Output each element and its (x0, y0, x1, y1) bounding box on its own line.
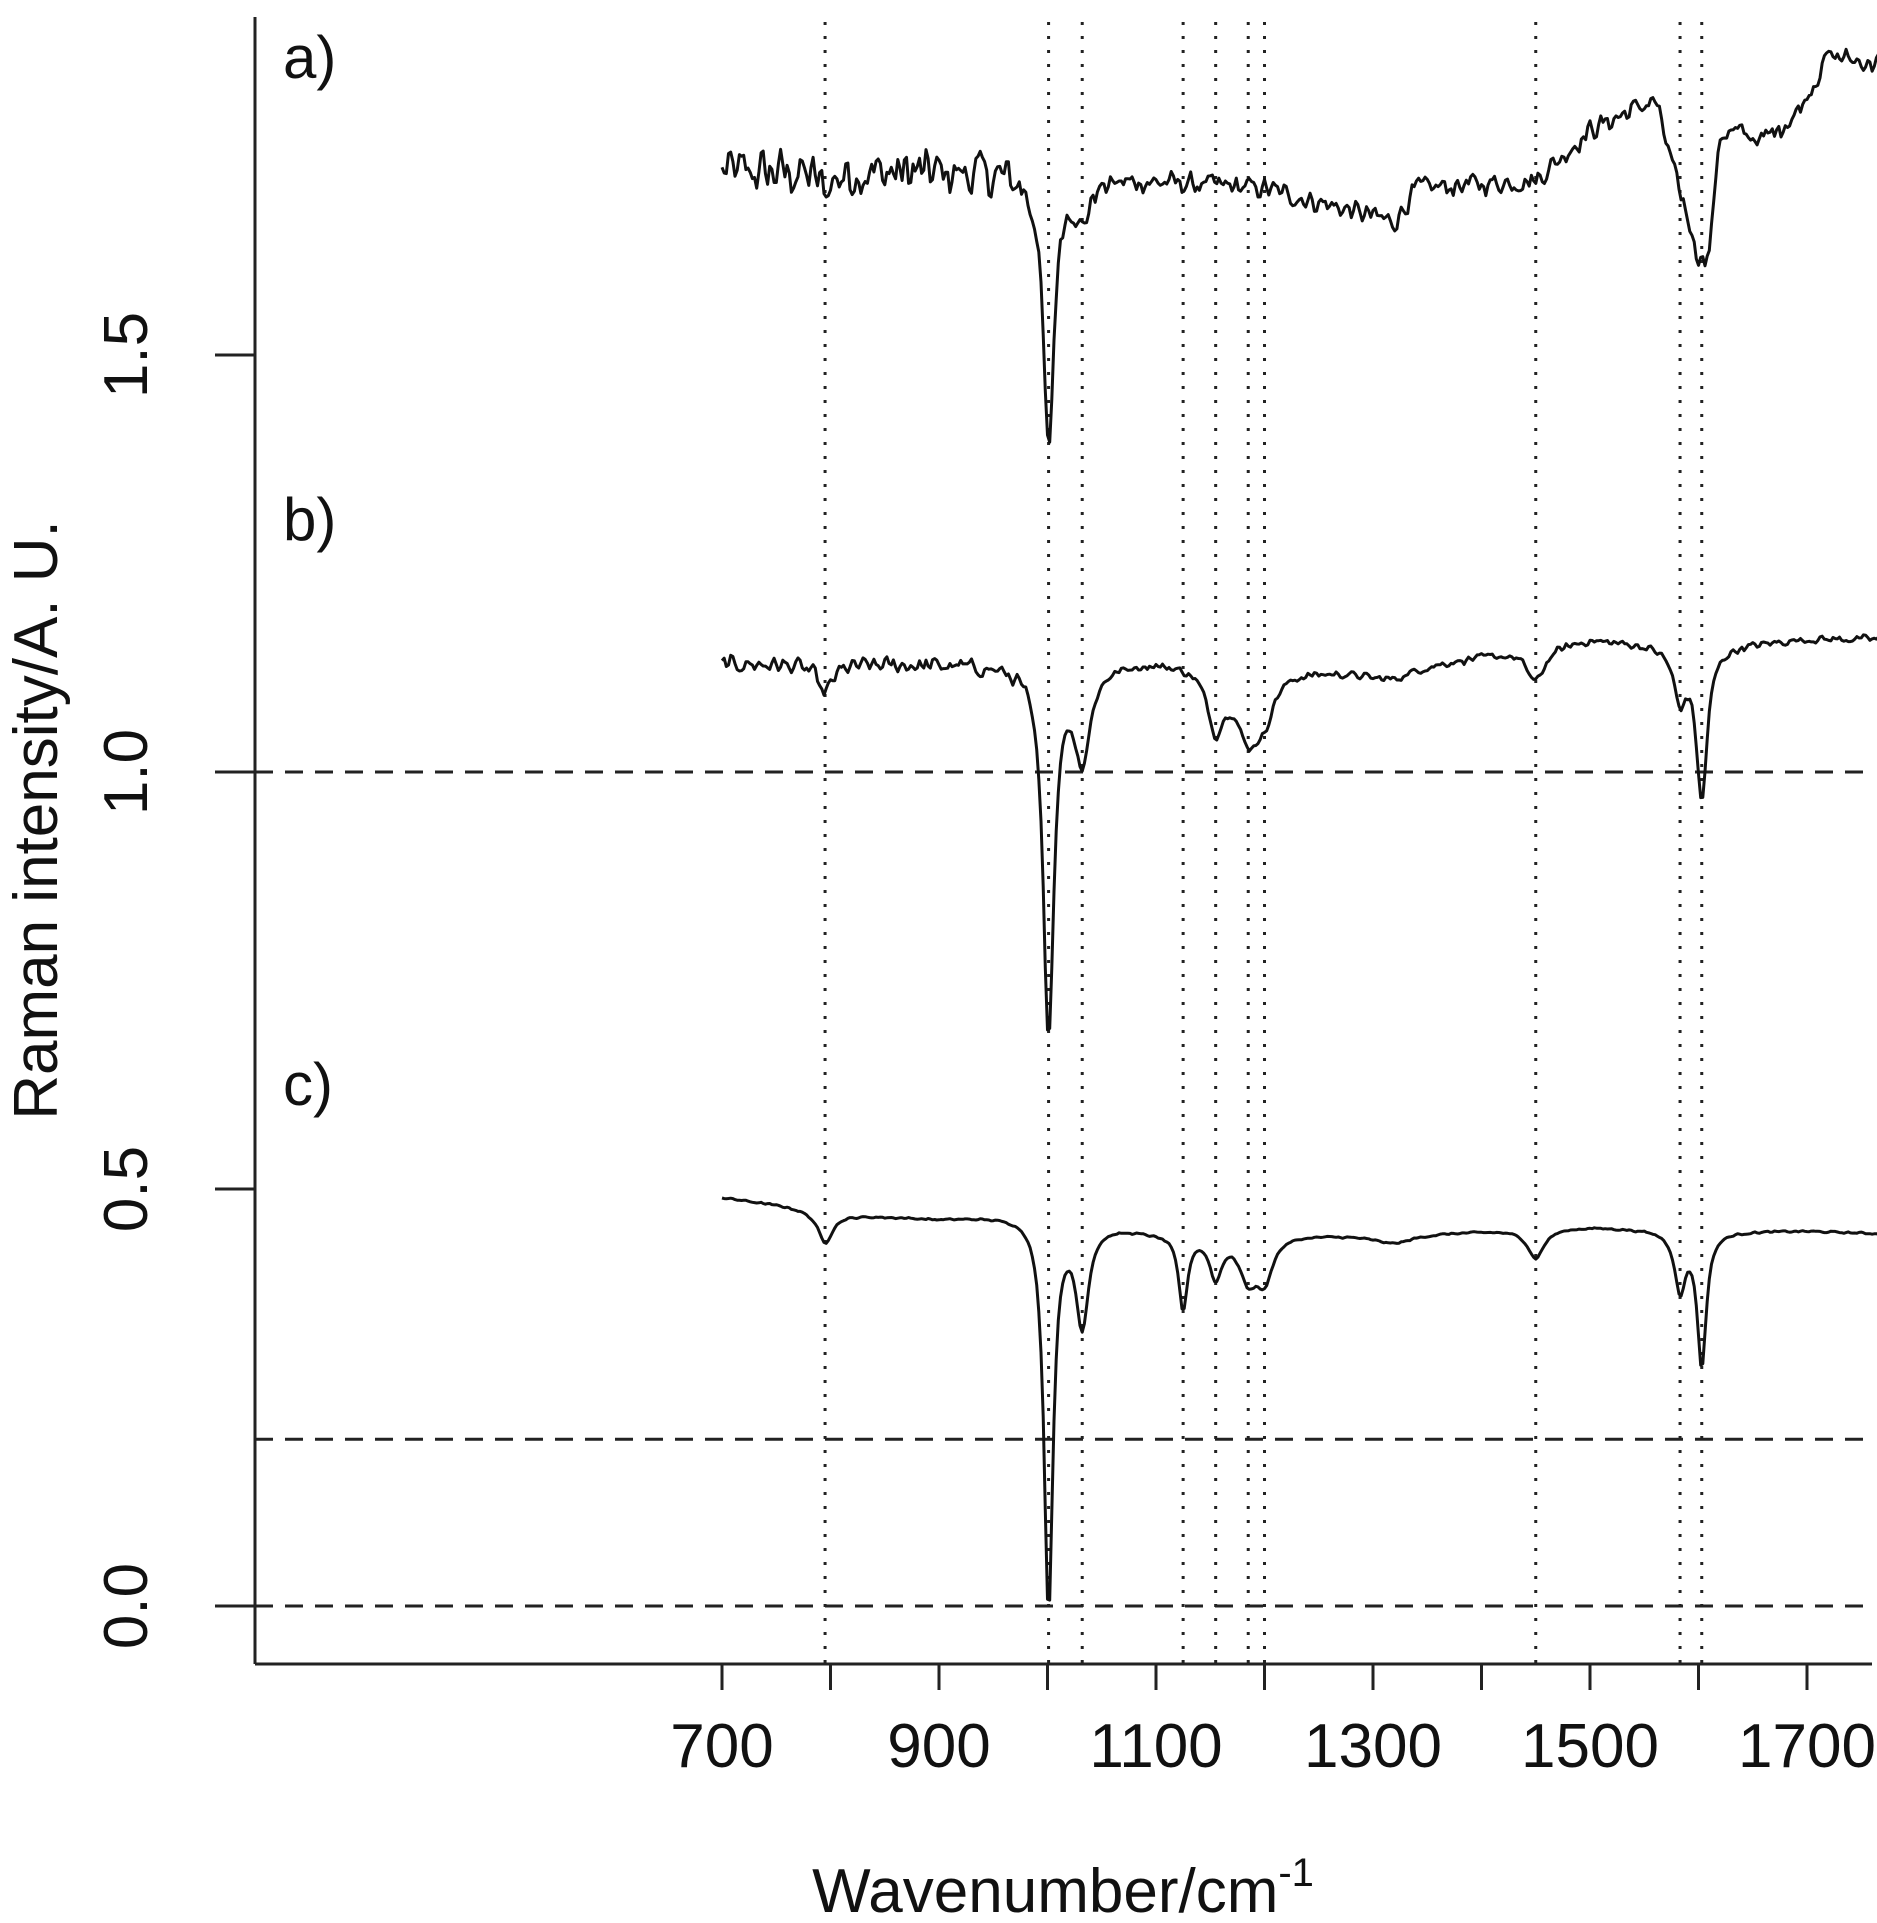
series-label: a) (283, 24, 336, 91)
x-tick-label: 900 (887, 1712, 990, 1781)
y-tick-label: 1.0 (92, 729, 161, 815)
axis-ticks: 700 900 1100 1300 1500 1700 0.0 0.5 1.0 1.5 (92, 312, 1876, 1781)
panel-labels: a) b) c) (283, 24, 336, 1118)
x-axis-title: Wavenumber/cm-1 (812, 1851, 1314, 1923)
axes (253, 17, 1872, 1666)
spectra-series (720, 47, 1877, 1602)
x-axis-title-exponent: -1 (1278, 1851, 1314, 1895)
spectrum-line (720, 633, 1877, 1032)
spectrum-line (721, 1196, 1877, 1602)
y-tick-label: 1.5 (92, 312, 161, 398)
x-tick-label: 700 (670, 1712, 773, 1781)
reference-lines (255, 22, 1872, 1664)
spectrum-line (720, 47, 1877, 444)
y-tick-label: 0.5 (92, 1146, 161, 1232)
series-label: b) (283, 486, 336, 553)
y-axis-title: Raman intensity/A. U. (2, 520, 71, 1120)
x-tick-label: 1300 (1304, 1712, 1442, 1781)
series-label: c) (283, 1051, 333, 1118)
y-tick-label: 0.0 (92, 1563, 161, 1649)
x-tick-label: 1700 (1738, 1712, 1876, 1781)
x-tick-label: 1500 (1521, 1712, 1659, 1781)
x-axis-title-text: Wavenumber/cm (812, 1857, 1278, 1923)
x-tick-label: 1100 (1089, 1712, 1222, 1781)
